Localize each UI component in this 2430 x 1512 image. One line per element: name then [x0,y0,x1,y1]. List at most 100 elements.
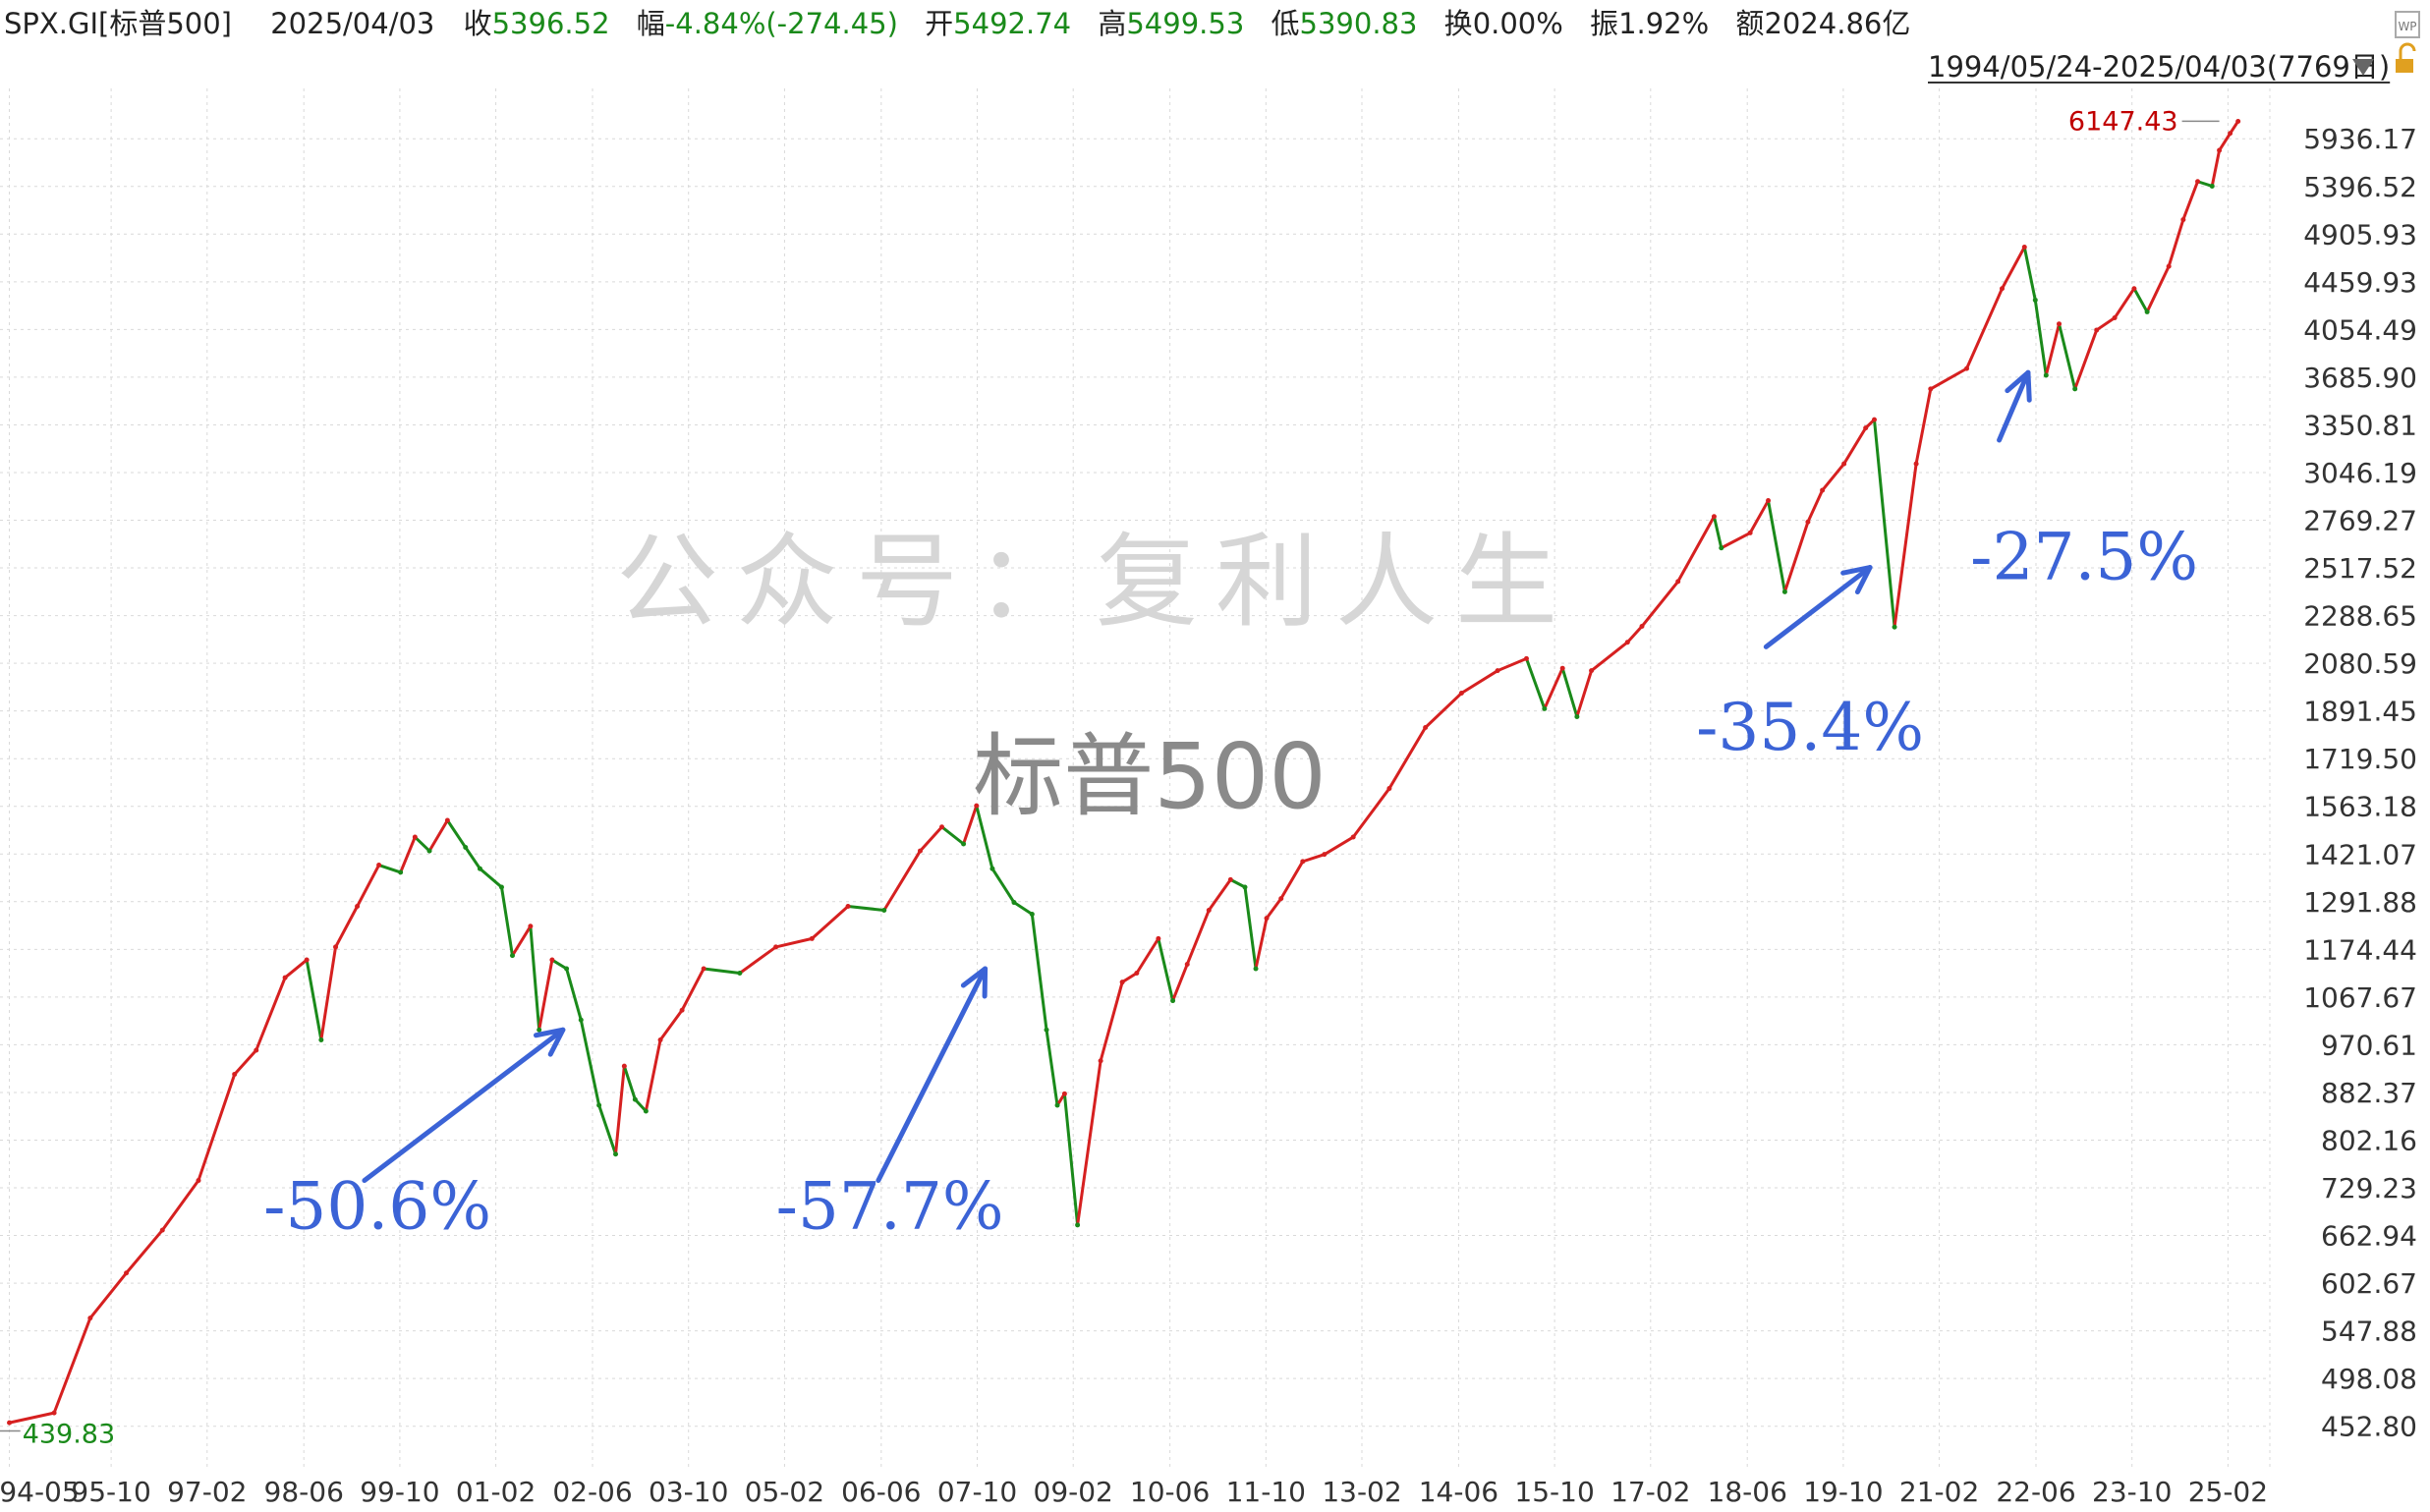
y-tick-label: 3350.81 [2303,409,2417,441]
price-segment [2095,316,2117,332]
turnover-label: 换 [1444,7,1473,40]
price-point [196,1178,201,1184]
price-point [333,944,339,950]
price-point [1964,365,1970,371]
low-value: 5390.83 [1300,7,1418,40]
price-segment [1748,499,1771,534]
price-segment [1099,980,1124,1063]
annotation-arrow-head [1840,565,1873,595]
price-segment [1207,877,1232,913]
price-point [1206,908,1212,914]
chevron-down-icon[interactable] [2352,59,2374,76]
date-range-selector[interactable]: 1994/05/24-2025/04/03(7769日) [1928,50,2391,84]
price-point [7,1420,13,1426]
price-segment [614,1064,626,1156]
price-point [87,1316,93,1321]
price-point [578,1017,584,1023]
drawdown-annotations: -50.6% -57.7% -35.4% -27.5% [263,369,2198,1245]
price-point [564,966,570,972]
price-point [613,1151,619,1157]
x-tick-label: 01-02 [456,1476,536,1508]
high-marker-label: 6147.43 [2068,106,2178,137]
price-point [463,845,469,851]
price-segment [1254,917,1269,971]
extreme-markers: 6147.43 439.83 [0,106,2220,1449]
price-point [1184,961,1190,967]
price-segment [1625,625,1644,644]
y-tick-label: 5396.52 [2303,171,2417,203]
y-tick-label: 1891.45 [2303,696,2417,728]
x-tick-label: 15-10 [1514,1476,1594,1508]
amount-value: 2024.86亿 [1764,7,1910,40]
price-segment [1496,656,1528,673]
price-segment [478,867,503,889]
price-point [596,1102,602,1108]
drawdown-label: -27.5% [1970,520,2198,595]
price-point [124,1270,130,1276]
price-point [2032,297,2038,303]
price-segment [597,1103,618,1156]
price-segment [499,885,514,958]
price-segment [1720,531,1752,550]
y-tick-label: 662.94 [2321,1220,2417,1253]
x-tick-label: 06-06 [841,1476,921,1508]
price-segment [882,849,922,913]
price-segment [2022,246,2037,302]
x-tick-label: 17-02 [1611,1476,1690,1508]
price-point [737,971,743,977]
price-segment [975,804,994,870]
x-tick-label: 94-05 [0,1476,80,1508]
y-tick-label: 4054.49 [2303,313,2417,346]
high-value: 5499.53 [1126,7,1244,40]
price-point [1805,519,1811,525]
price-point [304,957,310,963]
x-tick-label: 18-06 [1708,1476,1787,1508]
y-axis-labels: 452.80 498.08 547.88 602.67 662.94 729.23 802.… [2303,123,2417,1442]
price-segment [356,864,381,909]
price-segment [1351,787,1391,839]
price-point [1589,668,1595,674]
price-segment [334,905,360,949]
price-segment [1842,426,1868,466]
price-point [1871,417,1877,422]
price-segment [1301,853,1327,864]
y-tick-label: 3685.90 [2303,362,2417,394]
price-point [2021,245,2027,251]
price-segment [2167,218,2185,268]
price-segment [1243,885,1258,971]
price-point [1719,545,1724,551]
price-segment [1560,666,1579,718]
price-segment [962,804,979,846]
drawdown-label: -35.4% [1696,690,1924,765]
x-tick-label: 22-06 [1996,1476,2075,1508]
close-value: 5396.52 [492,7,610,40]
price-point [701,966,706,972]
price-segment [579,1018,601,1107]
price-segment [2044,322,2062,377]
price-segment [8,1411,56,1425]
price-segment [52,1316,92,1415]
price-point [2094,327,2100,333]
price-point [1098,1058,1103,1064]
price-point [621,1063,627,1069]
price-segment [283,958,309,980]
lock-icon[interactable] [2396,42,2416,73]
price-point [809,935,815,941]
price-segment [197,1072,237,1183]
price-point [1061,1091,1067,1096]
low-label: 低 [1272,7,1300,40]
x-tick-label: 21-02 [1899,1476,1979,1508]
y-tick-label: 602.67 [2321,1267,2417,1300]
wp-icon[interactable]: WP [2395,11,2420,38]
price-segment [633,1097,648,1113]
price-segment [658,1008,684,1042]
price-segment [254,976,287,1052]
price-point [2131,286,2137,292]
price-point [537,1027,542,1033]
price-point [1134,971,1140,977]
price-segment [510,924,533,958]
price-segment [1323,835,1355,857]
x-tick-label: 02-06 [552,1476,632,1508]
price-segment [990,867,1016,905]
